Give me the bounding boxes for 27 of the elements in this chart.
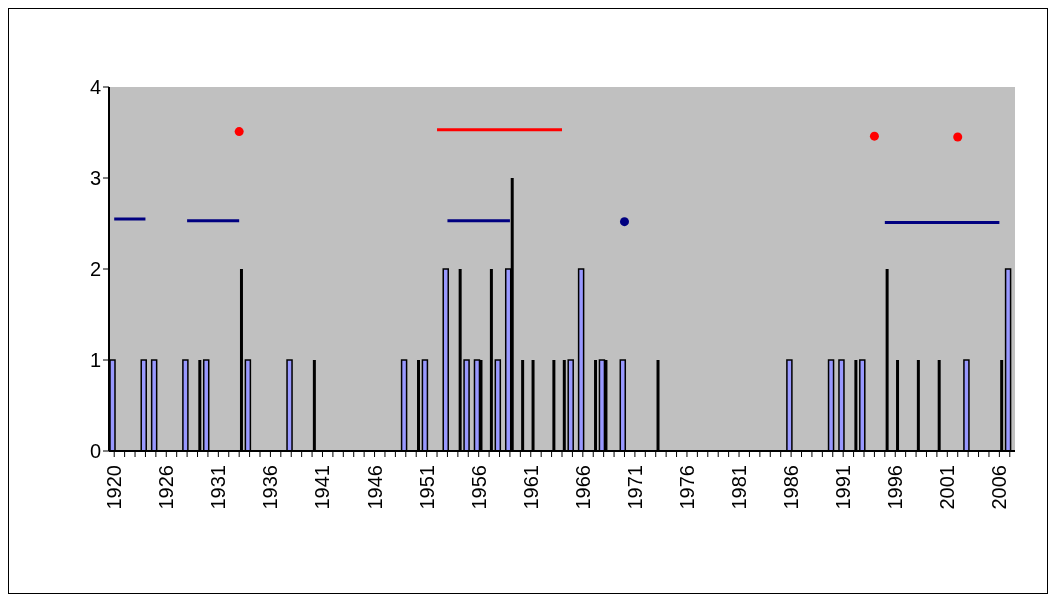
point xyxy=(869,131,879,141)
x-tick-label: 1946 xyxy=(363,465,386,510)
x-tick-label: 2001 xyxy=(936,465,959,510)
x-tick-label: 1966 xyxy=(571,465,594,510)
point xyxy=(619,217,629,227)
x-tick-label: 1951 xyxy=(415,465,438,510)
y-tick-label: 4 xyxy=(89,76,101,99)
x-tick-label: 1936 xyxy=(259,465,282,510)
y-tick-label: 2 xyxy=(89,258,101,281)
x-tick-label: 1941 xyxy=(311,465,334,510)
x-tick-label: 1920 xyxy=(103,465,126,510)
x-tick-label: 1976 xyxy=(675,465,698,510)
x-tick-label: 1926 xyxy=(155,465,178,510)
x-tick-label: 1971 xyxy=(623,465,646,510)
x-tick-label: 1956 xyxy=(467,465,490,510)
y-tick-label: 3 xyxy=(89,167,101,190)
x-tick-label: 2006 xyxy=(988,465,1011,510)
y-tick-label: 1 xyxy=(89,349,101,372)
y-tick-label: 0 xyxy=(89,440,101,463)
x-tick-label: 1991 xyxy=(832,465,855,510)
point xyxy=(953,132,963,142)
x-tick-label: 1981 xyxy=(728,465,751,510)
x-tick-label: 1961 xyxy=(519,465,542,510)
point xyxy=(234,127,244,137)
x-tick-label: 1996 xyxy=(884,465,907,510)
x-tick-label: 1931 xyxy=(207,465,230,510)
x-tick-label: 1986 xyxy=(780,465,803,510)
